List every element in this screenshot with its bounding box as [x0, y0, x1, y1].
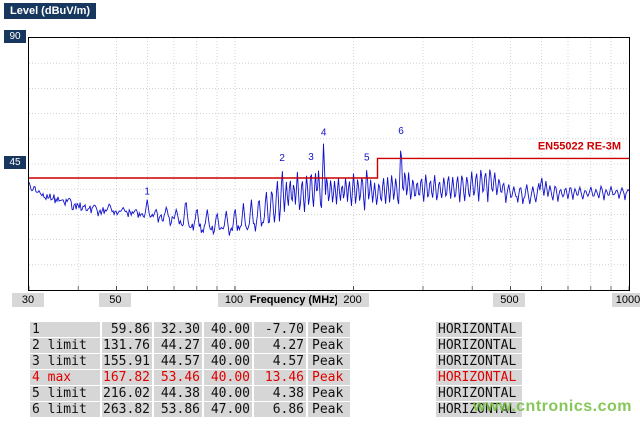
table-row: 1 59.86 32.30 40.00 -7.70 Peak HORIZONTAL	[30, 322, 524, 338]
margin-cell: 6.86	[254, 402, 306, 417]
table-row-max: 4 max 167.82 53.46 40.00 13.46 Peak HORIZONTAL	[30, 370, 524, 386]
level-cell: 44.38	[154, 386, 202, 401]
peak-marker-label: 2	[279, 153, 285, 164]
marker-id-cell: 3 limit	[30, 354, 100, 369]
watermark: www.cntronics.com	[472, 398, 632, 415]
level-cell: 32.30	[154, 322, 202, 337]
polarization-cell: HORIZONTAL	[436, 370, 522, 385]
margin-cell: -7.70	[254, 322, 306, 337]
limit-line	[29, 157, 629, 179]
polarization-cell: HORIZONTAL	[436, 322, 522, 337]
x-tick-label: 1000	[612, 293, 640, 307]
level-cell: 44.27	[154, 338, 202, 353]
level-cell: 44.57	[154, 354, 202, 369]
x-tick-label: 50	[99, 293, 132, 307]
margin-cell: 4.57	[254, 354, 306, 369]
detector-cell: Peak	[308, 322, 350, 337]
spectrum-plot: EN55022 RE-3M 1 2 3 4 5 6	[29, 38, 629, 290]
marker-id-cell: 1	[30, 322, 100, 337]
margin-cell: 4.27	[254, 338, 306, 353]
marker-id-cell: 5 limit	[30, 386, 100, 401]
detector-cell: Peak	[308, 354, 350, 369]
table-row: 2 limit 131.76 44.27 40.00 4.27 Peak HORIZONTA…	[30, 338, 524, 354]
polarization-cell: HORIZONTAL	[436, 354, 522, 369]
polarization-cell: HORIZONTAL	[436, 338, 522, 353]
y-axis-title: Level (dBuV/m)	[4, 3, 97, 19]
level-cell: 53.46	[154, 370, 202, 385]
marker-id-cell: 6 limit	[30, 402, 100, 417]
emi-trace	[29, 143, 629, 236]
detector-cell: Peak	[308, 370, 350, 385]
frequency-cell: 59.86	[102, 322, 152, 337]
marker-id-cell: 2 limit	[30, 338, 100, 353]
frequency-cell: 263.82	[102, 402, 152, 417]
limit-label: EN55022 RE-3M	[538, 140, 621, 152]
limit-cell: 40.00	[204, 386, 252, 401]
measurement-table: 1 59.86 32.30 40.00 -7.70 Peak HORIZONTAL 2 li…	[30, 322, 524, 418]
peak-marker-label: 6	[398, 126, 404, 137]
peak-marker-label: 5	[364, 153, 370, 164]
x-tick-label: 200	[336, 293, 369, 307]
margin-cell: 13.46	[254, 370, 306, 385]
limit-cell: 40.00	[204, 354, 252, 369]
frequency-cell: 167.82	[102, 370, 152, 385]
frequency-cell: 131.76	[102, 338, 152, 353]
peak-marker-label: 3	[308, 152, 314, 163]
y-tick-label: 45	[4, 156, 26, 169]
table-row: 5 limit 216.02 44.38 40.00 4.38 Peak HORIZONTA…	[30, 386, 524, 402]
limit-cell: 40.00	[204, 322, 252, 337]
x-tick-label: 30	[12, 293, 44, 307]
level-cell: 53.86	[154, 402, 202, 417]
peak-marker-label: 4	[321, 127, 327, 138]
frequency-cell: 216.02	[102, 386, 152, 401]
peak-marker-label: 1	[144, 187, 150, 198]
detector-cell: Peak	[308, 402, 350, 417]
detector-cell: Peak	[308, 386, 350, 401]
margin-cell: 4.38	[254, 386, 306, 401]
limit-cell: 40.00	[204, 338, 252, 353]
x-axis-title: Frequency (MHz)	[248, 293, 340, 307]
polarization-cell: HORIZONTAL	[436, 386, 522, 401]
limit-cell: 47.00	[204, 402, 252, 417]
frequency-cell: 155.91	[102, 354, 152, 369]
x-tick-label: 500	[493, 293, 526, 307]
y-tick-label: 90	[4, 30, 26, 43]
table-row: 6 limit 263.82 53.86 47.00 6.86 Peak HORIZONTA…	[30, 402, 524, 418]
table-row: 3 limit 155.91 44.57 40.00 4.57 Peak HORIZONTA…	[30, 354, 524, 370]
polarization-cell: HORIZONTAL	[436, 402, 522, 417]
limit-cell: 40.00	[204, 370, 252, 385]
detector-cell: Peak	[308, 338, 350, 353]
marker-id-cell: 4 max	[30, 370, 100, 385]
chart-area: EN55022 RE-3M 1 2 3 4 5 6	[28, 37, 630, 291]
x-tick-label: 100	[218, 293, 250, 307]
